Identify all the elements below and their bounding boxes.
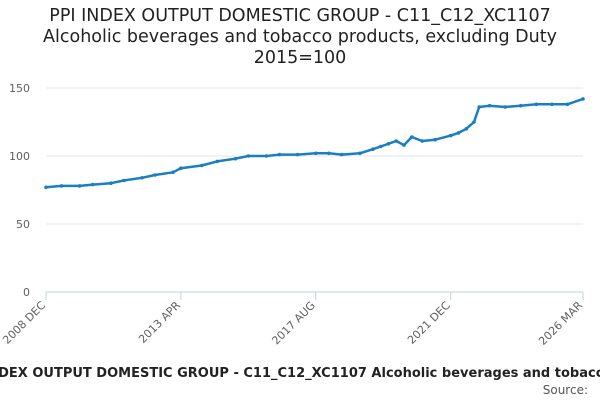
data-point-4	[109, 181, 113, 185]
y-tick-label-0: 0	[23, 286, 30, 299]
data-point-33	[477, 105, 482, 109]
series-legend-text: PPI INDEX OUTPUT DOMESTIC GROUP - C11_C1…	[0, 366, 600, 381]
series-layer	[44, 97, 585, 190]
data-point-9	[179, 166, 183, 170]
data-point-39	[565, 102, 570, 107]
y-tick-label-50: 50	[16, 218, 30, 231]
data-point-40	[581, 97, 585, 101]
x-tick-label-3: 2021 DEC	[405, 299, 453, 347]
data-point-7	[153, 173, 157, 177]
data-point-14	[264, 154, 269, 158]
series-legend-label: PPI INDEX OUTPUT DOMESTIC GROUP - C11_C1…	[0, 366, 600, 381]
data-point-0	[44, 185, 48, 190]
y-axis-ticks: 0 50 100 150	[9, 82, 30, 299]
y-tick-label-150: 150	[9, 82, 30, 95]
data-point-29	[448, 133, 453, 138]
series-line	[44, 97, 585, 189]
data-point-1	[59, 184, 64, 188]
data-point-17	[314, 151, 318, 156]
title-line-2: Alcoholic beverages and tobacco products…	[43, 27, 557, 47]
data-point-36	[518, 103, 523, 108]
data-point-26	[410, 135, 414, 139]
data-point-24	[394, 139, 399, 143]
x-tick-label-4: 2026 MAR	[536, 299, 585, 348]
x-tick-label-0: 2008 DEC	[0, 299, 48, 347]
data-point-30	[456, 131, 461, 135]
data-point-8	[171, 170, 175, 175]
data-point-3	[90, 182, 95, 187]
x-axis-ticks: 2008 DEC 2013 APR 2017 AUG 2021 DEC 2026 MAR	[0, 292, 585, 348]
data-point-25	[402, 143, 406, 147]
source-label[interactable]: Source:	[542, 383, 588, 397]
data-point-23	[386, 142, 391, 146]
data-point-2	[77, 184, 82, 188]
title-line-3: 2015=100	[253, 48, 347, 68]
data-point-32	[472, 120, 476, 124]
data-point-38	[550, 102, 554, 107]
chart-title: PPI INDEX OUTPUT DOMESTIC GROUP - C11_C1…	[0, 6, 600, 69]
x-tick-label-1: 2013 APR	[136, 299, 183, 346]
data-point-12	[233, 156, 238, 161]
data-point-16	[295, 152, 300, 157]
data-point-35	[503, 105, 508, 109]
data-point-37	[534, 102, 539, 107]
data-point-20	[358, 151, 362, 156]
data-point-34	[487, 103, 492, 108]
x-tick-label-2: 2017 AUG	[269, 299, 318, 348]
data-point-22	[378, 144, 383, 149]
y-tick-label-100: 100	[9, 150, 30, 163]
data-point-5	[122, 178, 126, 183]
data-point-31	[464, 127, 469, 131]
data-point-10	[199, 163, 204, 168]
data-point-6	[140, 176, 144, 180]
data-point-13	[246, 154, 251, 158]
title-line-1: PPI INDEX OUTPUT DOMESTIC GROUP - C11_C1…	[49, 6, 551, 26]
data-point-11	[215, 159, 219, 164]
data-point-27	[420, 139, 425, 143]
data-point-18	[327, 151, 331, 156]
data-point-19	[339, 152, 344, 157]
data-point-15	[277, 152, 282, 157]
gridlines	[46, 87, 583, 293]
data-point-21	[371, 147, 375, 151]
data-point-28	[433, 137, 437, 142]
